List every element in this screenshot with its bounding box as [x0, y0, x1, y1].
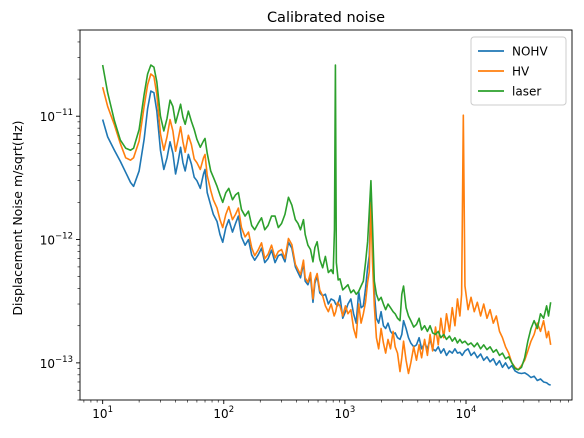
plot-frame	[79, 29, 573, 401]
legend-label-hv: HV	[512, 65, 530, 79]
series-layer	[101, 64, 552, 386]
series-line-nohv	[101, 90, 551, 386]
y-axis-label: Displacement Noise m/sqrt(Hz)	[10, 120, 25, 315]
x-tick-label: 101	[92, 405, 113, 421]
legend-label-laser: laser	[512, 85, 541, 99]
x-tick-label: 103	[335, 405, 356, 421]
axes: 101 102 103 104 10−13 10−12 10−11	[40, 29, 569, 421]
y-tick-label: 10−12	[40, 232, 73, 248]
x-tick-label: 104	[456, 405, 477, 421]
series-line-laser	[101, 64, 552, 371]
legend: NOHV HV laser	[470, 36, 567, 106]
series-line-hv	[101, 73, 552, 375]
chart-title: Calibrated noise	[267, 10, 385, 26]
legend-box	[470, 36, 567, 106]
legend-label-nohv: NOHV	[512, 45, 548, 59]
y-tick-label: 10−13	[40, 355, 73, 371]
y-tick-label: 10−11	[40, 108, 73, 124]
x-tick-label: 102	[213, 405, 234, 421]
